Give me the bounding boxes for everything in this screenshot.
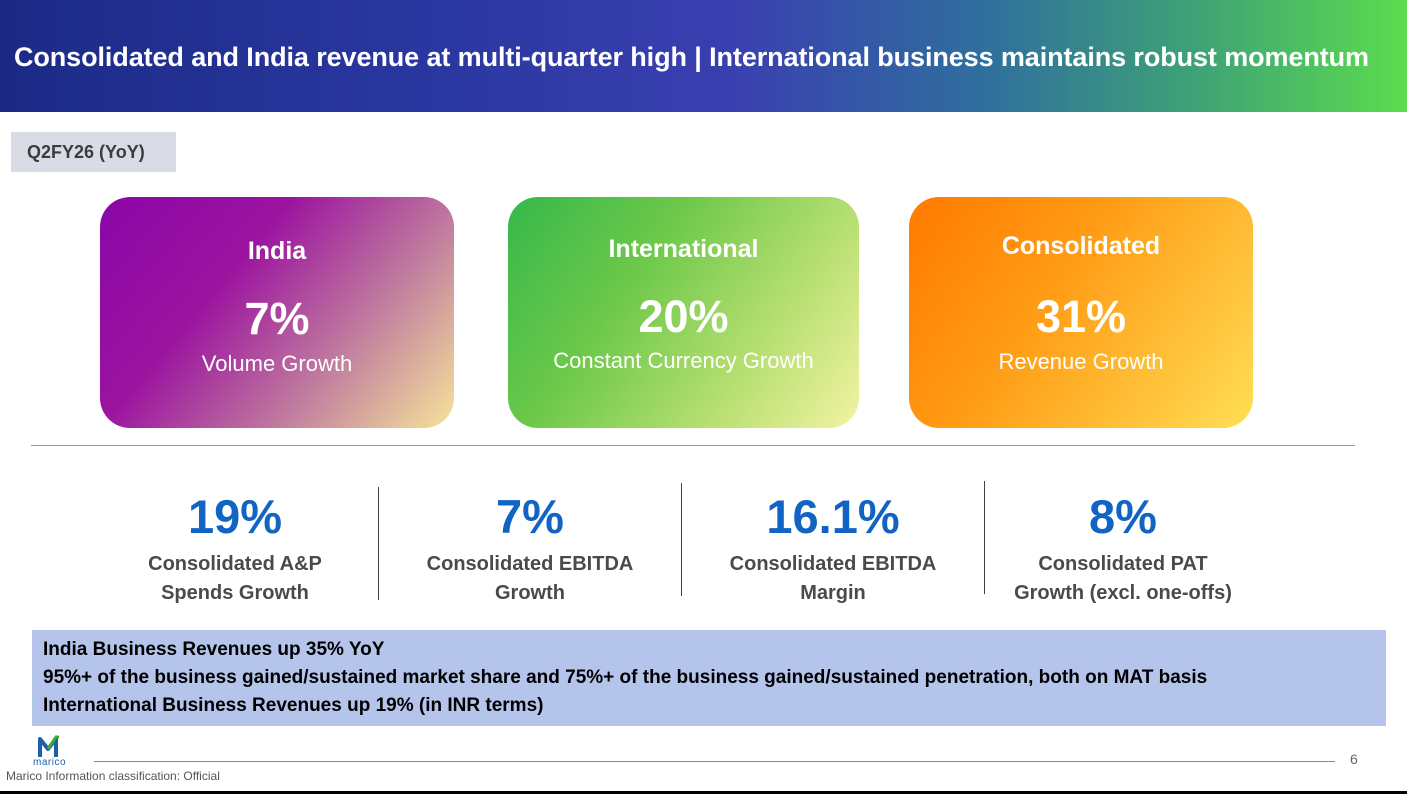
slide-title: Consolidated and India revenue at multi-…: [14, 42, 1369, 72]
kpi-card-label: Volume Growth: [201, 351, 353, 376]
metric-divider: [681, 483, 682, 596]
metric-value: 7%: [496, 490, 564, 543]
metric-label-line: Margin: [800, 582, 866, 604]
section-divider: [31, 445, 1355, 446]
metric-ebitda-growth: 7% Consolidated EBITDA Growth: [400, 488, 660, 608]
page-number: 6: [1350, 751, 1358, 767]
metric-label-line: Growth (excl. one-offs): [1014, 582, 1232, 604]
kpi-card-india: India 7% Volume Growth: [100, 197, 454, 428]
metric-divider: [984, 481, 985, 594]
period-tag: Q2FY26 (YoY): [11, 132, 176, 172]
metric-pat-growth: 8% Consolidated PAT Growth (excl. one-of…: [993, 488, 1253, 608]
marico-logo-icon: [38, 735, 59, 757]
metric-label-line: Consolidated A&P: [148, 553, 322, 575]
kpi-card-value: 31%: [1035, 291, 1127, 342]
kpi-card-international: International 20% Constant Currency Grow…: [508, 197, 859, 428]
bottom-border: [0, 791, 1407, 794]
kpi-card-region: International: [608, 235, 759, 263]
kpi-card-label: Revenue Growth: [998, 349, 1164, 374]
kpi-card-consolidated: Consolidated 31% Revenue Growth: [909, 197, 1253, 428]
metric-ebitda-margin: 16.1% Consolidated EBITDA Margin: [703, 488, 963, 608]
highlights-box: India Business Revenues up 35% YoY 95%+ …: [32, 630, 1386, 726]
classification-label: Marico Information classification: Offic…: [6, 769, 220, 783]
footer-rule: [94, 761, 1335, 762]
metric-label-line: Growth: [495, 582, 565, 604]
metric-value: 19%: [187, 490, 283, 543]
highlight-line: International Business Revenues up 19% (…: [43, 695, 544, 716]
metric-label-line: Consolidated PAT: [1038, 553, 1208, 575]
metric-value: 8%: [1089, 490, 1157, 543]
metric-value: 16.1%: [766, 490, 900, 543]
metric-label: Consolidated PAT Growth (excl. one-offs): [993, 550, 1253, 608]
metric-label-line: Consolidated EBITDA: [426, 553, 634, 575]
metric-label-line: Consolidated EBITDA: [729, 553, 937, 575]
metric-label: Consolidated A&P Spends Growth: [105, 550, 365, 608]
kpi-card-region: Consolidated: [1001, 232, 1161, 260]
kpi-card-value: 20%: [638, 291, 729, 342]
metric-label: Consolidated EBITDA Growth: [400, 550, 660, 608]
kpi-card-value: 7%: [244, 293, 310, 344]
kpi-card-region: India: [247, 237, 307, 265]
metric-divider: [378, 487, 379, 600]
metric-ap-spends-growth: 19% Consolidated A&P Spends Growth: [105, 488, 365, 608]
metric-label-line: Spends Growth: [161, 582, 309, 604]
highlight-line: 95%+ of the business gained/sustained ma…: [43, 667, 1208, 688]
logo-wordmark: marico: [33, 757, 67, 768]
highlight-line: India Business Revenues up 35% YoY: [43, 639, 385, 660]
metric-label: Consolidated EBITDA Margin: [703, 550, 963, 608]
title-banner: Consolidated and India revenue at multi-…: [0, 0, 1407, 112]
kpi-card-label: Constant Currency Growth: [553, 348, 814, 373]
